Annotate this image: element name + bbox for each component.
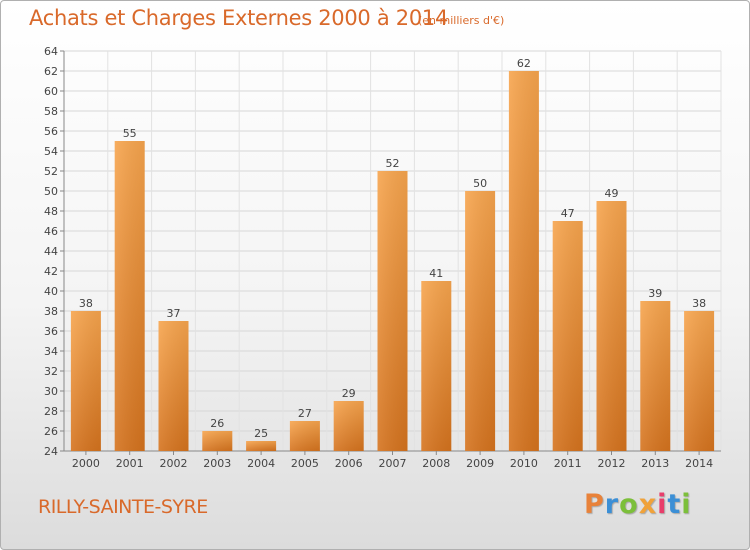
y-tick-label: 46 bbox=[44, 225, 58, 238]
value-label: 38 bbox=[79, 297, 93, 310]
y-tick-label: 40 bbox=[44, 285, 58, 298]
y-tick-label: 36 bbox=[44, 325, 58, 338]
bar-shade bbox=[508, 71, 539, 451]
logo-letter: i bbox=[681, 489, 692, 520]
bar-shade bbox=[70, 311, 101, 451]
y-tick-label: 56 bbox=[44, 125, 58, 138]
value-label: 37 bbox=[167, 307, 181, 320]
y-tick-label: 30 bbox=[44, 385, 58, 398]
value-label: 49 bbox=[605, 187, 619, 200]
place-name: RILLY-SAINTE-SYRE bbox=[38, 496, 208, 518]
x-tick-label: 2005 bbox=[291, 457, 319, 470]
logo-letter: t bbox=[667, 489, 682, 520]
x-tick-label: 2006 bbox=[335, 457, 363, 470]
value-label: 26 bbox=[210, 417, 224, 430]
y-tick-label: 24 bbox=[44, 445, 58, 458]
bar-shade bbox=[158, 321, 189, 451]
y-tick-label: 48 bbox=[44, 205, 58, 218]
logo-letter: x bbox=[638, 489, 658, 520]
bars bbox=[70, 71, 715, 451]
y-tick-label: 52 bbox=[44, 165, 58, 178]
logo-letter: r bbox=[604, 489, 620, 520]
bar-shade bbox=[640, 301, 671, 451]
bar-shade bbox=[333, 401, 364, 451]
x-tick-label: 2010 bbox=[510, 457, 538, 470]
bar-shade bbox=[246, 441, 277, 451]
x-tick-label: 2004 bbox=[247, 457, 275, 470]
y-tick-label: 38 bbox=[44, 305, 58, 318]
chart-subtitle: (en milliers d'€) bbox=[418, 14, 505, 27]
logo-letter: i bbox=[657, 489, 668, 520]
bar-shade bbox=[114, 141, 145, 451]
x-tick-label: 2002 bbox=[160, 457, 188, 470]
x-tick-label: 2001 bbox=[116, 457, 144, 470]
value-label: 62 bbox=[517, 57, 531, 70]
y-tick-label: 60 bbox=[44, 85, 58, 98]
logo-letter: o bbox=[619, 489, 639, 520]
value-label: 25 bbox=[254, 427, 268, 440]
value-label: 41 bbox=[429, 267, 443, 280]
bar-shade bbox=[421, 281, 452, 451]
y-tick-label: 34 bbox=[44, 345, 58, 358]
y-tick-label: 64 bbox=[44, 45, 58, 58]
y-tick-label: 58 bbox=[44, 105, 58, 118]
y-tick-label: 32 bbox=[44, 365, 58, 378]
value-label: 29 bbox=[342, 387, 356, 400]
value-label: 52 bbox=[386, 157, 400, 170]
x-tick-label: 2013 bbox=[641, 457, 669, 470]
value-label: 50 bbox=[473, 177, 487, 190]
y-tick-label: 42 bbox=[44, 265, 58, 278]
y-tick-label: 50 bbox=[44, 185, 58, 198]
x-tick-label: 2012 bbox=[598, 457, 626, 470]
x-tick-label: 2008 bbox=[422, 457, 450, 470]
y-tick-label: 28 bbox=[44, 405, 58, 418]
value-label: 27 bbox=[298, 407, 312, 420]
x-tick-label: 2011 bbox=[554, 457, 582, 470]
x-tick-label: 2007 bbox=[379, 457, 407, 470]
bar-shade bbox=[465, 191, 496, 451]
y-tick-label: 26 bbox=[44, 425, 58, 438]
logo-letter: P bbox=[584, 489, 605, 520]
x-tick-label: 2014 bbox=[685, 457, 713, 470]
x-tick-label: 2009 bbox=[466, 457, 494, 470]
x-tick-label: 2003 bbox=[203, 457, 231, 470]
proxiti-logo: Proxiti bbox=[584, 489, 692, 520]
bar-shade bbox=[552, 221, 583, 451]
value-label: 47 bbox=[561, 207, 575, 220]
y-tick-label: 62 bbox=[44, 65, 58, 78]
x-tick-label: 2000 bbox=[72, 457, 100, 470]
y-tick-label: 44 bbox=[44, 245, 58, 258]
value-label: 55 bbox=[123, 127, 137, 140]
bar-shade bbox=[202, 431, 233, 451]
bar-shade bbox=[596, 201, 627, 451]
chart-title: Achats et Charges Externes 2000 à 2014 bbox=[29, 6, 449, 30]
value-label: 38 bbox=[692, 297, 706, 310]
y-tick-label: 54 bbox=[44, 145, 58, 158]
bar-shade bbox=[377, 171, 408, 451]
data-labels: 38 55 37 26 25 27 29 52 41 50 62 47 49 39 38 bbox=[79, 57, 706, 440]
bar-shade bbox=[684, 311, 715, 451]
bar-shade bbox=[289, 421, 320, 451]
value-label: 39 bbox=[648, 287, 662, 300]
tick-labels: 24 26 28 30 32 34 36 38 40 42 44 46 48 50 52 54 56 58 60 62… bbox=[44, 45, 713, 470]
